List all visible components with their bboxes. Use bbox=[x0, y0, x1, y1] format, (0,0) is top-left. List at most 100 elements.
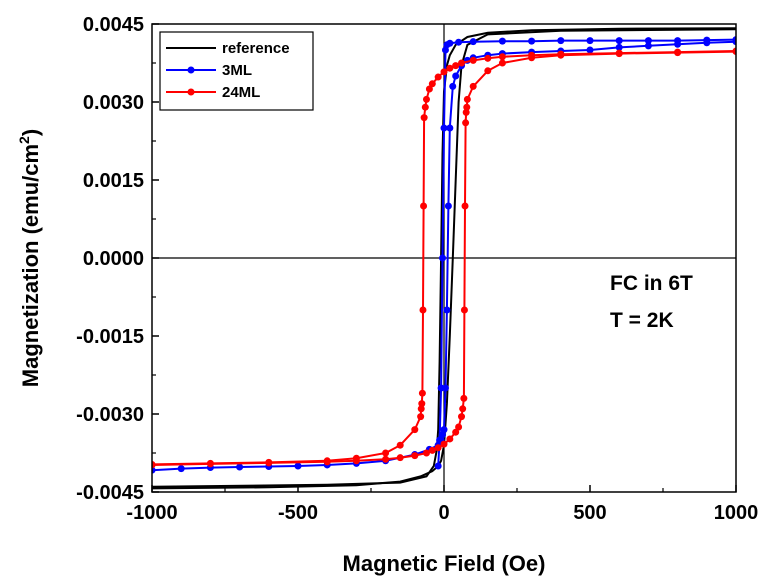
series-3ml-point bbox=[586, 46, 594, 54]
x-tick-label: 0 bbox=[438, 502, 449, 524]
legend-label-3ml: 3ML bbox=[222, 62, 252, 79]
y-tick-label: 0.0015 bbox=[83, 170, 144, 192]
series-24ml-point bbox=[469, 82, 477, 90]
series-24ml-point bbox=[396, 441, 404, 449]
series-3ml-point bbox=[557, 37, 565, 45]
series-3ml-point bbox=[236, 463, 244, 471]
series-24ml-point bbox=[458, 59, 466, 67]
series-24ml-point bbox=[421, 103, 429, 111]
series-3ml-point bbox=[644, 42, 652, 50]
x-axis-title: Magnetic Field (Oe) bbox=[343, 551, 546, 576]
series-24ml-point bbox=[674, 49, 682, 57]
series-24ml-point bbox=[458, 413, 466, 421]
series-3ml-point bbox=[440, 124, 448, 132]
series-24ml-point bbox=[206, 460, 214, 468]
series-24ml-point bbox=[732, 48, 736, 56]
series-24ml-point bbox=[460, 306, 468, 314]
series-24ml-point bbox=[419, 306, 427, 314]
series-24ml-point bbox=[498, 59, 506, 67]
series-3ml-point bbox=[732, 38, 736, 46]
series-24ml-point bbox=[422, 95, 430, 103]
annotation-temperature: T = 2K bbox=[610, 309, 674, 332]
series-24ml-point bbox=[425, 85, 433, 93]
series-24ml-point bbox=[446, 64, 454, 72]
series-24ml-point bbox=[417, 413, 425, 421]
series-24ml-point bbox=[615, 50, 623, 58]
x-tick-label: 500 bbox=[573, 502, 606, 524]
series-reference-lower-branch bbox=[152, 28, 736, 490]
series-3ml-point bbox=[439, 254, 447, 262]
series-24ml-point bbox=[382, 455, 390, 463]
series-24ml-point bbox=[463, 95, 471, 103]
legend-label-reference: reference bbox=[222, 40, 290, 57]
series-3ml-point bbox=[674, 40, 682, 48]
series-24ml-point bbox=[418, 389, 426, 397]
series-24ml-point bbox=[462, 108, 470, 116]
series-24ml-point bbox=[484, 67, 492, 75]
series-24ml-point bbox=[152, 461, 156, 469]
y-axis-title-end: ) bbox=[18, 129, 43, 136]
series-24ml-point bbox=[396, 454, 404, 462]
series-3ml-lower-branch bbox=[152, 40, 736, 472]
series-3ml-point bbox=[177, 465, 185, 473]
y-tick-label: 0.0000 bbox=[83, 248, 144, 270]
y-tick-label: 0.0030 bbox=[83, 92, 144, 114]
y-tick-label: 0.0045 bbox=[83, 14, 144, 36]
series-24ml-point bbox=[434, 73, 442, 81]
series-3ml-point bbox=[528, 37, 536, 45]
series-3ml-point bbox=[441, 384, 449, 392]
series-24ml-point bbox=[323, 458, 331, 466]
series-24ml-point bbox=[461, 202, 469, 210]
series-3ml-point bbox=[449, 82, 457, 90]
y-axis-title-superscript: 2 bbox=[16, 136, 32, 144]
series-24ml-point bbox=[382, 449, 390, 457]
series-3ml-point bbox=[443, 306, 451, 314]
series-3ml-point bbox=[446, 124, 454, 132]
series-3ml-point bbox=[455, 38, 463, 46]
series-24ml-point bbox=[440, 68, 448, 76]
series-3ml-point bbox=[441, 46, 449, 54]
y-axis-title: Magnetization (emu/cm2) bbox=[16, 129, 43, 387]
legend-marker-3ml bbox=[187, 66, 195, 74]
ticks-layer: -1000 -500 0 500 1000 -0.0045 -0.0030 -0.0015 0.… bbox=[76, 14, 758, 524]
x-tick-label: -500 bbox=[278, 502, 318, 524]
series-24ml-point bbox=[411, 426, 419, 434]
series-24ml-point bbox=[420, 114, 428, 122]
series-24ml-point bbox=[462, 119, 470, 127]
y-tick-label: -0.0045 bbox=[76, 482, 144, 504]
y-tick-label: -0.0030 bbox=[76, 404, 144, 426]
x-tick-label: -1000 bbox=[126, 502, 177, 524]
legend: reference 3ML 24ML bbox=[159, 31, 314, 111]
series-24ml-point bbox=[459, 405, 467, 413]
series-3ml-point bbox=[498, 37, 506, 45]
series-24ml-point bbox=[352, 457, 360, 465]
series-24ml-point bbox=[452, 428, 460, 436]
series-reference-upper-branch bbox=[152, 27, 736, 488]
series-24ml-point bbox=[434, 444, 442, 452]
series-24ml-point bbox=[420, 202, 428, 210]
series-3ml-point bbox=[586, 37, 594, 45]
series-24ml-point bbox=[417, 405, 425, 413]
series-24ml-point bbox=[446, 435, 454, 443]
x-tick-label: 1000 bbox=[714, 502, 759, 524]
series-24ml-point bbox=[411, 452, 419, 460]
series-24ml-point bbox=[469, 56, 477, 64]
annotation-field-cooling: FC in 6T bbox=[610, 272, 693, 295]
series-3ml-upper-branch bbox=[437, 38, 736, 467]
series-3ml-point bbox=[444, 202, 452, 210]
series-24ml-point bbox=[528, 54, 536, 62]
series-3ml-point bbox=[615, 37, 623, 45]
series-3ml-point bbox=[703, 39, 711, 47]
legend-label-24ml: 24ML bbox=[222, 84, 260, 101]
series-3ml-point bbox=[152, 466, 156, 474]
series-3ml-point bbox=[452, 72, 460, 80]
y-tick-label: -0.0015 bbox=[76, 326, 144, 348]
series-3ml-point bbox=[294, 462, 302, 470]
series-24ml-point bbox=[418, 400, 426, 408]
series-24ml-point bbox=[484, 54, 492, 62]
series-24ml-point bbox=[422, 449, 430, 457]
y-axis-title-main: Magnetization (emu/cm bbox=[18, 144, 43, 387]
series-24ml-point bbox=[452, 62, 460, 70]
series-24ml-point bbox=[557, 51, 565, 59]
